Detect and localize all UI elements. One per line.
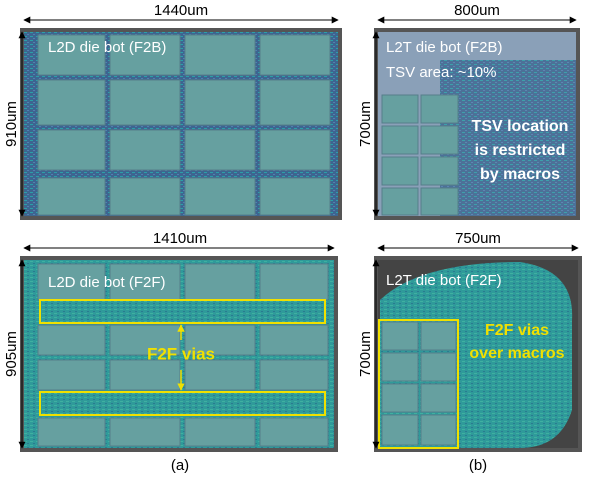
via-box — [39, 299, 326, 324]
panel-title: L2D die bot (F2F) — [48, 274, 166, 291]
macros — [381, 94, 459, 216]
panel-l2t-f2f: 750um 700um L2T die bot (F2F) F2F vias o… — [357, 230, 582, 452]
callout-line: TSV location — [472, 118, 569, 135]
panel-title: L2T die bot (F2B) — [386, 39, 502, 56]
callout-line: F2F vias — [147, 344, 215, 363]
panel-l2d-f2b: 1440um 910um L2D die bot (F2B) — [3, 2, 342, 220]
panel-note: TSV area: ~10% — [386, 64, 496, 81]
height-label: 700um — [357, 331, 374, 377]
macros — [37, 34, 331, 216]
panel-title: L2T die bot (F2F) — [386, 272, 502, 289]
width-label: 1410um — [153, 230, 207, 247]
width-label: 750um — [455, 230, 501, 247]
callout-line: by macros — [480, 166, 560, 183]
callout-line: is restricted — [475, 142, 566, 159]
via-box — [39, 391, 326, 416]
height-label: 910um — [3, 101, 20, 147]
callout-line: over macros — [469, 345, 564, 362]
height-label: 700um — [357, 101, 374, 147]
caption: (b) — [469, 457, 487, 474]
panel-title: L2D die bot (F2B) — [48, 39, 166, 56]
callout-line: F2F vias — [485, 322, 549, 339]
panel-l2t-f2b: 800um 700um L2T die bot (F2B) TSV area: … — [357, 2, 580, 220]
caption: (a) — [171, 457, 189, 474]
macros — [381, 321, 457, 446]
width-label: 800um — [454, 2, 500, 19]
panel-l2d-f2f: 1410um 905um L2D die bot (F2F) F2F vias — [3, 230, 338, 452]
height-label: 905um — [3, 331, 20, 377]
width-label: 1440um — [154, 2, 208, 19]
macros — [37, 263, 329, 447]
